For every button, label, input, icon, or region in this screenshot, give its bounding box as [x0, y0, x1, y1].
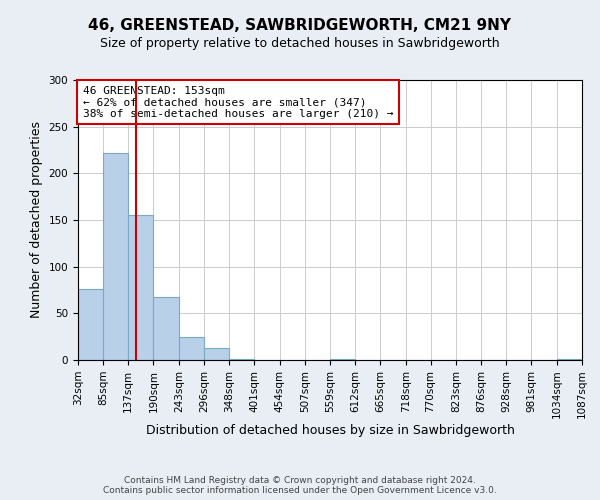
- Bar: [204, 348, 229, 360]
- Text: Contains HM Land Registry data © Crown copyright and database right 2024.
Contai: Contains HM Land Registry data © Crown c…: [103, 476, 497, 495]
- Bar: [78, 289, 103, 360]
- Text: 46 GREENSTEAD: 153sqm
← 62% of detached houses are smaller (347)
38% of semi-det: 46 GREENSTEAD: 153sqm ← 62% of detached …: [83, 86, 394, 119]
- X-axis label: Distribution of detached houses by size in Sawbridgeworth: Distribution of detached houses by size …: [146, 424, 514, 437]
- Bar: [154, 298, 179, 360]
- Y-axis label: Number of detached properties: Number of detached properties: [30, 122, 43, 318]
- Bar: [128, 216, 154, 360]
- Bar: [557, 359, 582, 360]
- Bar: [229, 359, 254, 360]
- Bar: [179, 336, 204, 360]
- Text: Size of property relative to detached houses in Sawbridgeworth: Size of property relative to detached ho…: [100, 38, 500, 51]
- Bar: [103, 153, 128, 360]
- Text: 46, GREENSTEAD, SAWBRIDGEWORTH, CM21 9NY: 46, GREENSTEAD, SAWBRIDGEWORTH, CM21 9NY: [89, 18, 511, 32]
- Bar: [330, 359, 355, 360]
